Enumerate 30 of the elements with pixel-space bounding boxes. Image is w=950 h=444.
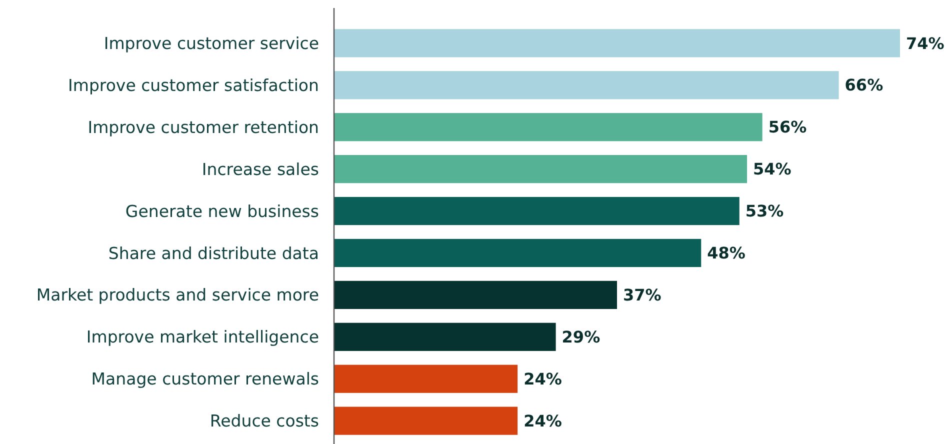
y-tick-label: Increase sales	[202, 160, 319, 179]
y-tick-label: Improve customer satisfaction	[68, 76, 319, 95]
data-label: 53%	[745, 202, 784, 221]
y-tick-label: Market products and service more	[36, 286, 319, 305]
bar	[334, 238, 702, 268]
data-label: 24%	[524, 369, 562, 388]
data-label: 29%	[562, 327, 600, 346]
bar	[334, 280, 617, 309]
y-tick-label: Share and distribute data	[108, 244, 319, 263]
bar	[334, 322, 556, 351]
bar	[334, 196, 740, 226]
y-tick-label: Improve market intelligence	[86, 328, 319, 347]
bar	[334, 113, 762, 142]
bar	[334, 155, 748, 184]
bar	[334, 364, 518, 393]
data-label: 56%	[768, 118, 807, 137]
y-tick-label: Improve customer retention	[88, 118, 319, 137]
data-label: 74%	[906, 34, 944, 53]
data-label: 24%	[524, 411, 562, 430]
data-label: 48%	[707, 244, 746, 263]
y-tick-label: Improve customer service	[104, 34, 319, 53]
data-label: 37%	[623, 286, 662, 305]
y-tick-label: Manage customer renewals	[91, 370, 319, 389]
bar	[334, 406, 518, 435]
bar	[334, 71, 839, 100]
data-label: 66%	[844, 76, 884, 95]
bar	[334, 29, 900, 58]
y-tick-label: Reduce costs	[210, 412, 319, 431]
data-label: 54%	[753, 160, 792, 179]
y-tick-label: Generate new business	[125, 202, 319, 221]
